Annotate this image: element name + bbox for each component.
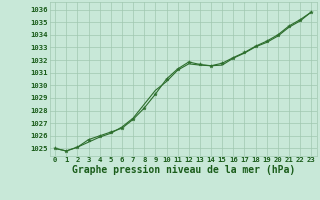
X-axis label: Graphe pression niveau de la mer (hPa): Graphe pression niveau de la mer (hPa): [72, 165, 295, 175]
